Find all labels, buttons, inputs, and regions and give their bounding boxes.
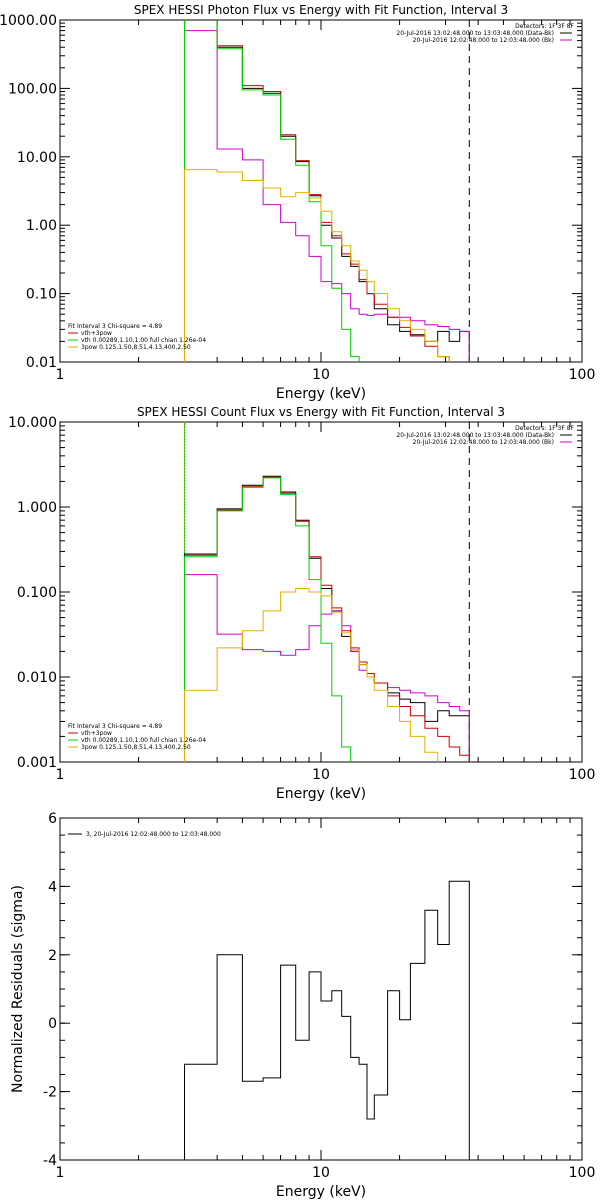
plot-area [184,880,470,1160]
x-tick-label: 100 [569,1165,596,1181]
x-tick-label: 1 [56,367,65,383]
x-tick-label: 1 [56,767,65,783]
x-tick-label: 100 [569,367,596,383]
series-step-line [184,476,470,762]
series-step-line [184,20,470,362]
y-tick-label: -4 [43,1153,57,1169]
series-step-line [184,30,470,362]
series-step-line [184,880,470,1160]
y-tick-label: 100.00 [8,81,57,97]
detectors-label: Detectors: 1F 3F 8F [515,425,574,432]
legend-item: 3pow 0.125,1.50,8.51,4.13,400,2.50 [81,744,191,751]
bk-interval-label: 20-Jul-2016 12:02:48.000 to 12:03:48.000… [413,439,554,446]
legend-item: 3, 20-Jul-2016 12:02:48.000 to 12:03:48.… [86,831,221,838]
y-tick-label: 6 [48,811,57,827]
x-tick-label: 10 [312,367,330,383]
y-tick-label: 0.100 [17,585,57,601]
series-step-line [184,574,470,762]
x-tick-label: 100 [569,767,596,783]
y-tick-label: 10.000 [8,415,57,431]
bk-interval-label: 20-Jul-2016 12:02:48.000 to 12:03:48.000… [413,37,554,44]
plot-frame [59,19,583,363]
series-step-line [184,20,360,362]
data-interval-label: 20-Jul-2016 13:02:48.000 to 13:03:48.000… [396,30,554,37]
y-tick-label: 1.00 [26,218,57,234]
legend-item: vth 0.00289,1.10,1.00 full chian 1.26e-0… [81,337,206,344]
chart-panel-2: SPEX HESSI Count Flux vs Energy with Fit… [8,405,596,802]
chart-panel-3: 1 10 100 -4 -2 0 2 4 6 Energy (keV) Normalized Res… [10,811,595,1200]
y-tick-label: 0.010 [17,670,57,686]
legend-item: 3pow 0.125,1.50,8.51,4.13,400,2.50 [81,344,191,351]
y-tick-label: 4 [48,879,57,895]
y-axis-label: Normalized Residuals (sigma) [10,885,26,1093]
plot-area [184,20,470,362]
y-tick-label: 0.001 [17,755,57,771]
x-tick-label: 1 [56,1165,65,1181]
chart-panel-1: SPEX HESSI Photon Flux vs Energy with Fi… [0,3,596,402]
y-tick-label: 1.000 [17,500,57,516]
plot-area [184,422,470,762]
legend-item: vth+3pow [81,730,112,737]
x-tick-label: 10 [312,1165,330,1181]
series-step-line [184,169,450,362]
y-tick-label: 0 [48,1016,57,1032]
data-interval-label: 20-Jul-2016 13:02:48.000 to 13:03:48.000… [396,432,554,439]
y-tick-label: 0.10 [26,287,57,303]
series-step-line [184,20,450,362]
chart-title: SPEX HESSI Count Flux vs Energy with Fit… [137,405,505,419]
legend-item: vth+3pow [81,330,112,337]
chart-title: SPEX HESSI Photon Flux vs Energy with Fi… [134,3,508,17]
detectors-label: Detectors: 1F 3F 8F [515,23,574,30]
y-tick-label: 1000.00 [0,13,57,29]
x-axis-label: Energy (keV) [276,386,366,402]
fit-legend-title: Fit Interval 3 Chi-square = 4.89 [68,323,162,330]
y-tick-label: 10.00 [17,150,57,166]
x-axis-label: Energy (keV) [276,1184,366,1200]
series-step-line [184,588,439,762]
y-tick-label: -2 [43,1085,57,1101]
legend-item: vth 0.00289,1.10,1.00 full chian 1.26e-0… [81,737,206,744]
x-tick-label: 10 [312,767,330,783]
y-tick-label: 0.01 [26,355,57,371]
y-tick-label: 2 [48,948,57,964]
x-axis-label: Energy (keV) [276,786,366,802]
series-step-line [184,477,352,762]
fit-legend-title: Fit Interval 3 Chi-square = 4.89 [68,723,162,730]
